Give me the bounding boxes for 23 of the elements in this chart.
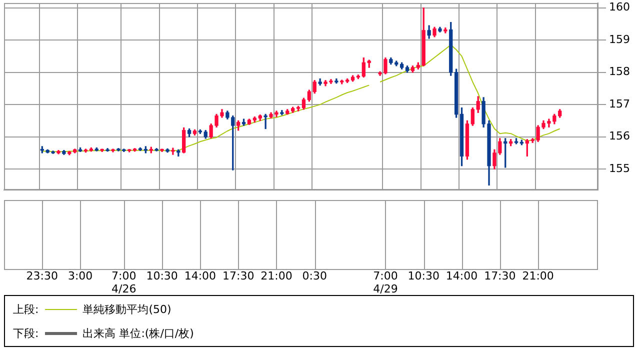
x-tick-label: 3:00 bbox=[68, 269, 93, 282]
x-tick-label: 7:00 4/26 bbox=[112, 269, 136, 296]
x-tick-label: 0:30 bbox=[302, 269, 327, 282]
x-tick-label: 23:30 bbox=[26, 269, 58, 282]
x-tick-label: 21:00 bbox=[522, 269, 554, 282]
text: 上段: bbox=[13, 302, 39, 317]
y2-tick-label: 155 bbox=[609, 162, 630, 175]
x-tick-label: 14:00 bbox=[184, 269, 216, 282]
y2-tick-label: 157 bbox=[609, 97, 630, 110]
x-tick-label: 7:00 4/29 bbox=[373, 269, 398, 296]
x-tick-label: 17:30 bbox=[222, 269, 254, 282]
x-tick-label: 14:00 bbox=[446, 269, 478, 282]
text: 出来高 単位:(株/口/枚) bbox=[82, 326, 194, 341]
y2-tick-label: 156 bbox=[609, 130, 630, 143]
x-tick-label: 17:30 bbox=[484, 269, 516, 282]
y2-tick-label: 158 bbox=[609, 65, 630, 78]
y2-tick-label: 159 bbox=[609, 32, 630, 46]
legend-label: 単純移動平均(50) bbox=[82, 302, 172, 317]
y2-tick-label: 160 bbox=[609, 0, 630, 14]
x-tick-label: 10:30 bbox=[146, 269, 178, 282]
x-tick-label: 10:30 bbox=[408, 269, 440, 282]
text: 下段: bbox=[13, 326, 39, 341]
x-tick-label: 21:00 bbox=[260, 269, 292, 282]
